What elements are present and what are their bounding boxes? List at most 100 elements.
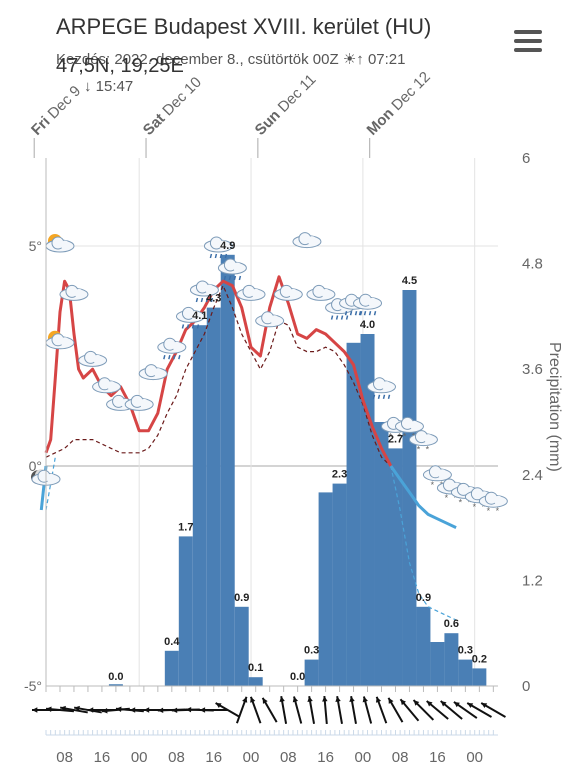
cloud-puff <box>307 236 317 246</box>
wind-arrow-head <box>467 703 474 709</box>
wind-arrow <box>249 696 262 724</box>
cloud-puff <box>190 310 200 320</box>
y-right-tick-label: 2.4 <box>522 467 543 484</box>
wind-arrow-head <box>46 706 52 712</box>
precip-bar <box>234 606 249 686</box>
sunset-icon: ↓ <box>84 78 92 95</box>
cloud-shape <box>478 494 508 508</box>
cloud-shape <box>59 287 89 301</box>
cloud-shape <box>353 296 383 310</box>
wind-arrow <box>322 695 328 725</box>
wind-arrow <box>466 702 492 718</box>
y-left-tick-label: -5° <box>24 678 42 694</box>
wind-arrow-shaft <box>375 696 388 724</box>
cloud-shape <box>45 239 75 253</box>
precip-bar <box>220 254 235 687</box>
wind-arrow <box>412 699 435 721</box>
rain-drop <box>205 297 209 303</box>
snowflake: * <box>417 445 421 455</box>
rain-drop <box>349 311 353 316</box>
rain-drop <box>340 315 344 320</box>
wind-arrow-head <box>199 707 206 713</box>
precip-value-label: 0.6 <box>444 618 459 630</box>
wind-arrow <box>101 707 130 714</box>
dewpoint-cold-line <box>390 465 457 621</box>
cloud-puff <box>172 341 182 351</box>
cloud-puff <box>395 420 405 430</box>
cloud-shape <box>217 261 247 275</box>
wind-arrow-head <box>413 700 420 706</box>
cloud-puff <box>484 491 498 505</box>
wind-arrow <box>32 707 60 713</box>
precip-value-label: 0.0 <box>108 671 123 683</box>
cloud-icon <box>236 284 266 301</box>
wind-arrow <box>387 697 404 723</box>
wind-arrow <box>129 707 158 713</box>
cloud-puff <box>465 486 475 496</box>
cloud-puff <box>279 284 293 298</box>
wind-arrow <box>375 696 388 724</box>
x-tick-label: 16 <box>205 749 222 766</box>
cloud-puff <box>163 337 177 351</box>
dewpoint-cold-start-line <box>45 457 56 511</box>
cloud-shape <box>325 301 355 315</box>
wind-arrow-head <box>242 696 248 703</box>
cloud-puff <box>223 258 237 272</box>
wind-arrow-head <box>400 699 406 706</box>
cloud-shape <box>394 419 424 433</box>
cloud-icon <box>59 284 89 301</box>
cloud-puff <box>359 293 373 307</box>
y-right-tick-label: 6 <box>522 150 530 167</box>
wind-arrow-head <box>74 705 80 712</box>
precip-bar <box>416 606 431 686</box>
cloud-shape <box>236 287 266 301</box>
snowflake: * <box>468 497 472 507</box>
cloud-shape <box>292 235 322 249</box>
wind-arrow <box>349 696 357 724</box>
rain-cloud-icon <box>157 337 187 360</box>
page-title: ARPEGE Budapest XVIII. kerület (HU) <box>56 14 432 39</box>
wind-arrow-head <box>215 703 222 709</box>
cloud-puff <box>139 398 149 408</box>
sunrise-time: 07:21 <box>367 51 406 68</box>
sun-cloud-icon <box>45 234 75 253</box>
precip-value-label: 1.7 <box>178 521 193 533</box>
rain-drop <box>200 297 204 303</box>
precip-bar <box>388 448 403 686</box>
wind-arrow-head <box>115 706 122 712</box>
wind-arrow-head <box>440 701 447 707</box>
wind-arrow <box>399 698 420 722</box>
cloud-puff <box>382 381 392 391</box>
precip-value-label: 0.9 <box>234 592 249 604</box>
coordinates: 47,5N, 19,25E <box>56 55 184 77</box>
precip-bar <box>444 633 459 686</box>
wind-arrow-head <box>426 701 433 707</box>
wind-arrow <box>157 707 186 714</box>
precip-value-label: 0.1 <box>248 662 263 674</box>
run-start-label: Kezdés: 2022. december 8., csütörtök 00Z <box>56 51 339 68</box>
cloud-shape <box>367 380 397 394</box>
y-left-tick-label: 0° <box>29 458 42 474</box>
rain-cloud-icon <box>203 236 233 259</box>
cloud-puff <box>74 288 84 298</box>
wind-arrow-head <box>60 705 66 712</box>
rain-drop <box>196 324 200 329</box>
moon-icon <box>31 470 45 485</box>
wind-arrow-head <box>87 707 94 713</box>
snowflake: * <box>496 506 500 516</box>
sun-icon <box>47 234 62 248</box>
hamburger-menu-icon[interactable] <box>514 30 542 54</box>
rain-cloud-icon <box>217 258 247 281</box>
wind-arrow <box>115 706 144 713</box>
precip-bar <box>374 422 389 686</box>
rain-drop <box>377 394 381 399</box>
cloud-puff <box>331 298 345 312</box>
wind-arrow <box>480 702 506 718</box>
cloud-shape <box>92 380 122 394</box>
rain-drop <box>368 311 372 316</box>
snowflake: * <box>389 431 393 441</box>
precip-bar <box>206 307 221 686</box>
wind-arrow-shaft <box>101 707 130 713</box>
rain-drop <box>219 253 223 259</box>
rain-drop <box>330 315 334 320</box>
